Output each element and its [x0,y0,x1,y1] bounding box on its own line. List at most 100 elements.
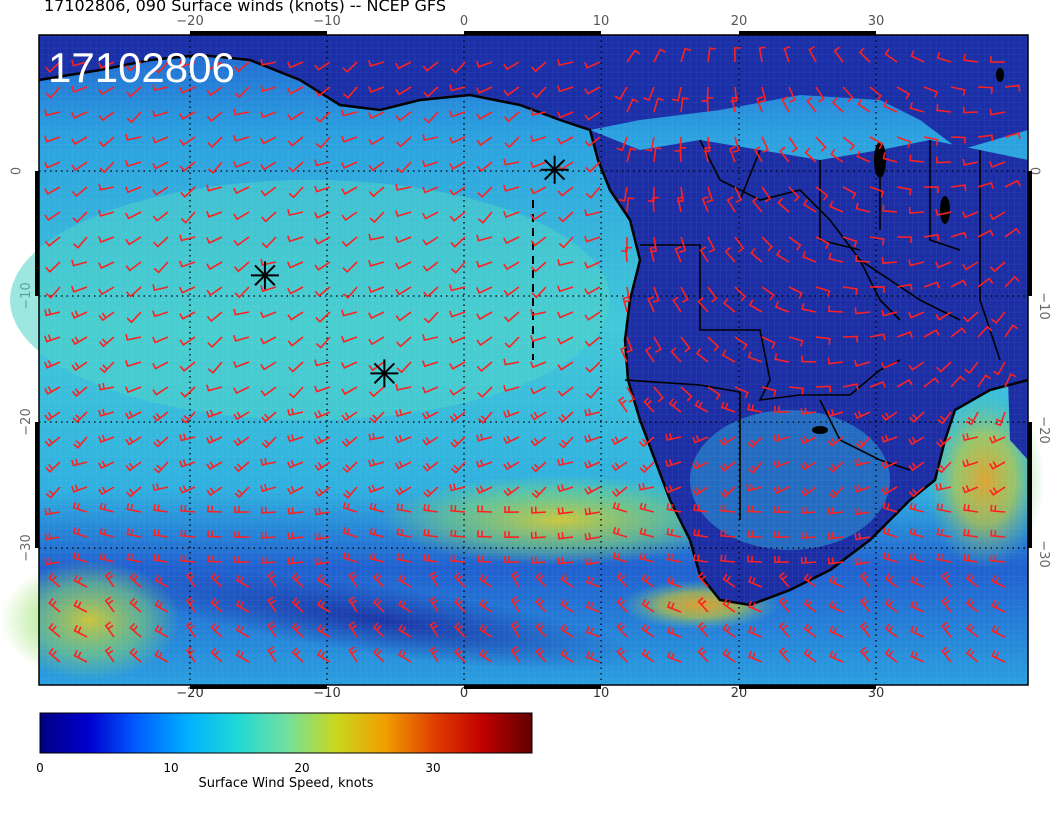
wind-barb [530,108,547,116]
wind-barb [668,398,682,413]
wind-barb [557,532,574,540]
wind-barb [233,134,250,142]
wind-barb [665,484,682,494]
wind-barb [638,436,655,448]
wind-barb [129,647,142,663]
wind-barb [372,622,385,638]
wind-barb [152,84,169,92]
wind-barb [962,459,979,468]
site-markers [250,155,569,388]
wind-barb [503,486,520,497]
wind-barb [680,336,691,353]
wind-barb [126,286,142,298]
wind-barb [153,503,169,513]
wind-barb [287,286,304,295]
wind-barb [207,336,223,349]
wind-barb [315,136,331,149]
wind-barb [342,486,358,499]
wind-barb [908,486,925,498]
wind-barb [44,507,61,516]
wind-barb [71,59,88,67]
wind-barb [815,86,825,103]
wind-barb [395,183,412,191]
wind-barb [616,136,628,152]
wind-barb [207,361,223,374]
wind-barb [314,159,331,167]
wind-barb [315,311,331,323]
wind-barb [666,553,682,563]
wind-barb [44,109,61,117]
wind-barb [639,461,655,474]
wind-barb [747,575,763,588]
wind-barb [990,529,1006,538]
wind-barb [936,361,952,373]
wind-barb [842,383,859,391]
wind-barb [125,186,142,194]
wind-barb [206,61,223,71]
wind-barb [747,625,763,638]
wind-barb [288,361,304,373]
wind-barb [503,261,520,271]
wind-barb [152,110,169,118]
wind-barb [854,307,871,315]
wind-barb [287,460,304,469]
wind-barb [748,299,763,313]
wind-barb [869,236,885,246]
wind-barb [314,211,331,219]
wind-barb [260,361,277,371]
wind-barb [288,386,304,399]
wind-barb [720,486,736,498]
wind-barb [774,405,790,413]
wind-barb [585,601,601,613]
wind-barb [476,260,493,268]
wind-barb [530,506,547,514]
wind-barb [429,596,439,613]
wind-barb [800,461,817,471]
wind-barb [154,649,169,663]
wind-barb [530,135,547,143]
wind-barb [154,624,169,638]
wind-barb [584,311,601,321]
wind-barb [680,47,692,63]
wind-barb [531,261,547,273]
wind-barb [342,501,358,513]
wind-barb [342,551,358,563]
wind-barb [734,286,747,302]
wind-barb [476,234,493,242]
wind-barb [396,161,412,174]
wind-barb [626,49,641,63]
wind-barb [153,261,169,274]
wind-barb [44,386,61,395]
wind-barb [1004,132,1021,140]
wind-barb [368,286,385,294]
wind-barb [666,651,682,663]
wind-barb [650,236,658,253]
wind-barb [179,111,196,120]
wind-barb [584,261,601,269]
wind-barb [71,259,88,267]
wind-barb [104,596,115,613]
wind-barb [260,258,277,266]
wind-barb [788,236,802,251]
wind-barb [616,572,628,588]
wind-barb [503,184,520,192]
wind-barb [977,374,992,388]
wind-barb [476,60,493,68]
wind-barb [722,297,736,313]
wind-barb [234,86,250,99]
wind-barb [422,411,439,420]
wind-barb [233,186,250,195]
wind-barb [233,386,250,395]
wind-barb [803,598,817,613]
wind-barb [450,529,466,538]
wind-barb [45,286,61,299]
wind-barb [584,86,601,95]
wind-barb [670,347,682,363]
wind-barb [965,598,979,613]
wind-barb [152,483,169,492]
wind-barb [530,436,547,447]
wind-barb [450,504,466,513]
wind-barb [233,361,250,369]
wind-barb [453,622,466,638]
wind-barb [707,336,720,352]
